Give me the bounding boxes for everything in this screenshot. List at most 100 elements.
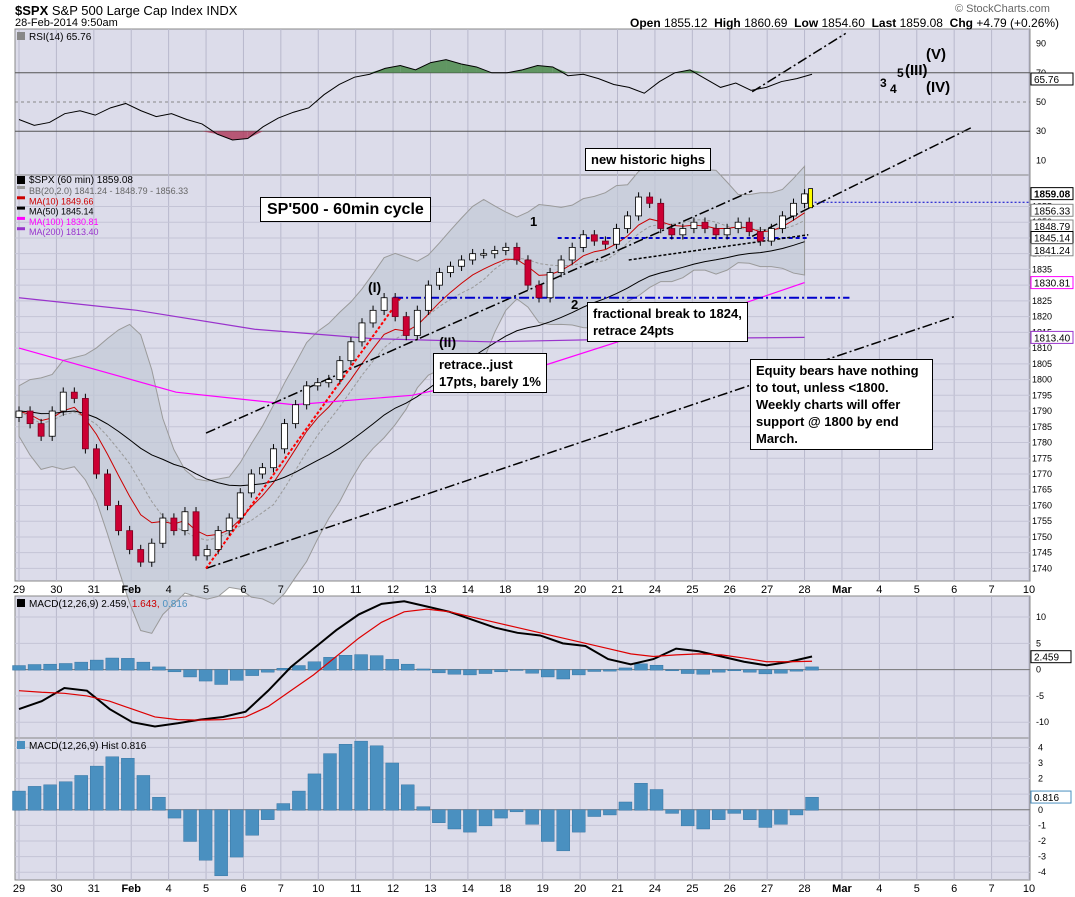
hist-x-tick: 6 — [240, 883, 246, 895]
price-x-tick: 6 — [951, 584, 957, 596]
price-legend-item: BB(20,2.0) 1841.24 - 1848.79 - 1856.33 — [29, 186, 188, 196]
price-x-tick: 6 — [240, 584, 246, 596]
price-tag-box — [1030, 187, 1074, 201]
hist-x-tick: 25 — [686, 883, 698, 895]
hist-bar — [603, 809, 617, 816]
macd-hist-bar — [214, 669, 228, 685]
hist-x-tick: 7 — [278, 883, 284, 895]
price-x-tick: 4 — [876, 584, 882, 596]
hist-x-tick: 21 — [611, 883, 623, 895]
macd-hist-bar — [603, 669, 617, 672]
candle-down — [535, 284, 543, 299]
legend-swatch — [17, 196, 25, 200]
price-x-tick: 7 — [989, 584, 995, 596]
hist-x-tick: 4 — [166, 883, 172, 895]
candle-up — [236, 492, 244, 519]
rsi-oversold-fill — [232, 131, 248, 140]
chart-title: $SPX S&P 500 Large Cap Index INDX — [15, 3, 237, 18]
candle-up — [458, 259, 465, 267]
open-label: Open — [630, 16, 661, 30]
price-y-tick: 1780 — [1032, 438, 1052, 448]
macd-hist-bar — [307, 661, 322, 671]
axis-labels: 292930303131FebFeb4455667710101111121213… — [13, 39, 1074, 895]
price-x-tick: 5 — [914, 584, 920, 596]
hist-x-tick: 4 — [876, 883, 882, 895]
hist-x-tick: 7 — [989, 883, 995, 895]
macd-hist-bar — [665, 669, 679, 672]
rsi-legend: RSI(14) 65.76 — [29, 32, 92, 43]
price-y-tick: 1760 — [1032, 500, 1052, 510]
hist-bar — [665, 809, 679, 814]
hist-bar — [774, 809, 788, 825]
macd-hist-bar — [789, 669, 804, 672]
hist-x-tick: 29 — [13, 883, 25, 895]
wave-i-label: (I) — [368, 279, 382, 295]
hist-tag: 0.816 — [1034, 793, 1059, 804]
macd-hist-bar — [743, 669, 757, 673]
candle-up — [624, 215, 631, 229]
hist-y-tick: -2 — [1038, 836, 1046, 846]
candle-up — [270, 448, 277, 469]
hist-bar — [385, 762, 399, 811]
price-x-tick: 4 — [166, 584, 172, 596]
hist-bar — [198, 809, 213, 861]
hist-legend-swatch — [17, 741, 25, 749]
macd-line — [18, 600, 813, 728]
rsi-overbought-fill — [369, 68, 386, 73]
hist-x-tick: Feb — [121, 883, 141, 895]
legend-swatch — [17, 216, 25, 220]
hist-bar — [758, 809, 773, 828]
rsi-y-tick: 30 — [1036, 126, 1046, 136]
signal-line — [18, 608, 813, 721]
price-x-tick: 12 — [387, 584, 399, 596]
hist-tag-box — [1030, 790, 1072, 804]
candle-down — [712, 228, 720, 236]
candle-up — [557, 259, 565, 273]
macd-hist-bar — [27, 664, 42, 671]
candle-down — [81, 398, 89, 450]
candle-up — [369, 309, 377, 324]
candle-up — [447, 265, 454, 273]
wave-3-label: 3 — [880, 76, 887, 90]
price-x-tick: Mar — [832, 584, 852, 596]
price-tag: 1856.33 — [1034, 206, 1071, 217]
hist-x-tick: 10 — [1023, 883, 1035, 895]
candle-down — [745, 221, 753, 233]
macd-hist-bar — [805, 666, 819, 671]
price-y-tick: 1785 — [1032, 422, 1052, 432]
candle-down — [104, 473, 111, 506]
macd-hist-bar — [183, 669, 197, 678]
macd-hist-bar — [572, 669, 586, 676]
macd-hist-bar — [712, 669, 726, 673]
candle-up — [314, 382, 322, 387]
hist-bar — [696, 809, 710, 830]
price-tag-box — [1030, 243, 1074, 257]
hist-bar — [214, 809, 228, 877]
red-impulse-line — [205, 297, 402, 569]
macd-tag-box — [1030, 650, 1072, 664]
hist-bar — [369, 745, 384, 811]
macd-hist-bar — [105, 657, 119, 671]
price-y-tick: 1770 — [1032, 469, 1052, 479]
candle-down — [668, 228, 676, 236]
high-value: 1860.69 — [744, 16, 788, 30]
bb-mid-line — [18, 219, 805, 541]
macd-hist-bar — [525, 669, 539, 674]
panel-legends: RSI(14) 65.76 $SPX (60 min) 1859.08BB(20,… — [17, 32, 188, 752]
rsi-overbought-fill — [415, 62, 431, 73]
candle-down — [137, 549, 145, 563]
hist-bar — [743, 809, 757, 820]
symbol: $SPX — [15, 3, 49, 18]
hist-panel-bg — [14, 737, 1031, 881]
hist-bar — [245, 809, 259, 836]
hist-bar — [587, 809, 602, 817]
hist-y-tick: 0 — [1038, 805, 1043, 815]
price-y-tick: 1810 — [1032, 343, 1052, 353]
macd-hist-bar — [230, 669, 244, 681]
rsi-y-tick: 10 — [1036, 155, 1046, 165]
candle-up — [247, 473, 255, 494]
price-x-tick: 27 — [761, 584, 773, 596]
rsi-overbought-fill — [400, 65, 416, 73]
price-y-tick: 1790 — [1032, 406, 1052, 416]
macd-hist-bar — [416, 668, 430, 671]
